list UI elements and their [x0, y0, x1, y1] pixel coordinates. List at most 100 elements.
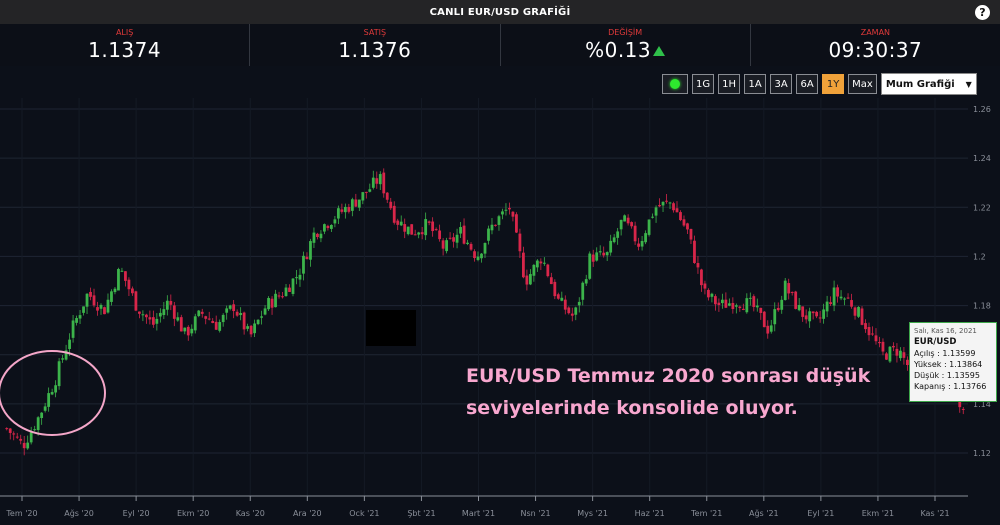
candle-body[interactable] [535, 260, 539, 268]
candle-body[interactable] [106, 299, 110, 313]
candle-body[interactable] [316, 233, 319, 238]
chart-type-select[interactable]: Mum Grafiği ▼ [880, 73, 977, 95]
candle-body[interactable] [654, 207, 658, 216]
candle-body[interactable] [385, 192, 389, 200]
candle-body[interactable] [57, 361, 61, 387]
candle-body[interactable] [888, 346, 892, 362]
candle-body[interactable] [228, 305, 232, 309]
candle-body[interactable] [825, 301, 829, 312]
candle-body[interactable] [584, 279, 588, 284]
candle-body[interactable] [780, 299, 784, 310]
candle-body[interactable] [490, 224, 494, 231]
candle-body[interactable] [113, 288, 117, 293]
candle-body[interactable] [556, 294, 560, 299]
candle-body[interactable] [8, 428, 12, 433]
candle-body[interactable] [92, 295, 96, 306]
candle-body[interactable] [640, 240, 644, 247]
candle-body[interactable] [469, 243, 473, 250]
candle-body[interactable] [434, 229, 438, 231]
candle-body[interactable] [19, 438, 23, 441]
candle-body[interactable] [319, 233, 323, 239]
candle-body[interactable] [354, 199, 358, 207]
candle-body[interactable] [553, 281, 557, 297]
candle-body[interactable] [267, 298, 270, 310]
candle-body[interactable] [239, 313, 243, 316]
candle-body[interactable] [47, 393, 51, 407]
candle-body[interactable] [120, 270, 124, 272]
candle-body[interactable] [378, 174, 382, 185]
candle-body[interactable] [284, 287, 288, 297]
candle-body[interactable] [193, 316, 197, 331]
candle-body[interactable] [815, 311, 819, 317]
candle-body[interactable] [661, 201, 665, 206]
candle-body[interactable] [151, 317, 155, 325]
candle-body[interactable] [207, 318, 211, 320]
candle-body[interactable] [176, 317, 180, 321]
candle-body[interactable] [200, 311, 204, 314]
candle-body[interactable] [609, 240, 613, 253]
range-button-3a[interactable]: 3A [770, 74, 793, 94]
candle-body[interactable] [843, 298, 846, 300]
candle-body[interactable] [783, 280, 787, 301]
candle-body[interactable] [54, 385, 58, 393]
candle-body[interactable] [441, 240, 445, 249]
candle-body[interactable] [874, 335, 878, 342]
candle-body[interactable] [682, 219, 686, 226]
candle-body[interactable] [511, 211, 515, 217]
candle-body[interactable] [738, 306, 742, 309]
candle-body[interactable] [330, 224, 333, 229]
candle-body[interactable] [392, 205, 396, 223]
candle-body[interactable] [522, 252, 525, 278]
candle-body[interactable] [752, 296, 756, 308]
candle-body[interactable] [857, 306, 860, 317]
candle-body[interactable] [165, 300, 169, 310]
candle-body[interactable] [172, 305, 176, 319]
candle-body[interactable] [350, 199, 354, 211]
candle-body[interactable] [12, 433, 16, 435]
candle-body[interactable] [525, 275, 529, 285]
candle-body[interactable] [232, 304, 236, 312]
candle-body[interactable] [679, 212, 682, 221]
candle-body[interactable] [82, 306, 85, 313]
candle-body[interactable] [686, 223, 689, 230]
candle-body[interactable] [797, 304, 801, 311]
candle-body[interactable] [899, 350, 902, 359]
candle-body[interactable] [675, 208, 679, 213]
candle-body[interactable] [396, 220, 400, 225]
candle-body[interactable] [361, 192, 365, 201]
candle-body[interactable] [741, 308, 745, 310]
candle-body[interactable] [75, 318, 78, 323]
candle-body[interactable] [211, 320, 215, 323]
candle-body[interactable] [246, 326, 250, 329]
candle-body[interactable] [85, 293, 89, 307]
candle-body[interactable] [117, 269, 120, 291]
candle-body[interactable] [808, 311, 812, 322]
candle-body[interactable] [626, 217, 630, 224]
candle-body[interactable] [745, 298, 749, 313]
candle-body[interactable] [22, 442, 26, 449]
candle-body[interactable] [588, 253, 592, 279]
candle-body[interactable] [906, 359, 909, 366]
candle-body[interactable] [406, 226, 410, 235]
candle-body[interactable] [644, 233, 647, 243]
candle-body[interactable] [242, 312, 246, 330]
range-button-1a[interactable]: 1A [744, 74, 767, 94]
candle-body[interactable] [298, 274, 302, 280]
candle-body[interactable] [343, 206, 347, 213]
candle-body[interactable] [672, 203, 675, 211]
candle-body[interactable] [26, 442, 30, 449]
candle-body[interactable] [5, 428, 9, 430]
range-button-max[interactable]: Max [848, 74, 877, 94]
candle-body[interactable] [878, 342, 881, 344]
candle-body[interactable] [518, 233, 522, 252]
candle-body[interactable] [696, 263, 700, 268]
candle-body[interactable] [78, 315, 82, 319]
candle-body[interactable] [560, 297, 564, 301]
candle-body[interactable] [717, 302, 721, 306]
candle-body[interactable] [714, 296, 717, 305]
candle-body[interactable] [214, 321, 218, 330]
candle-body[interactable] [794, 291, 798, 309]
live-toggle-button[interactable] [662, 74, 688, 94]
candle-body[interactable] [155, 318, 159, 324]
candle-body[interactable] [885, 353, 888, 360]
